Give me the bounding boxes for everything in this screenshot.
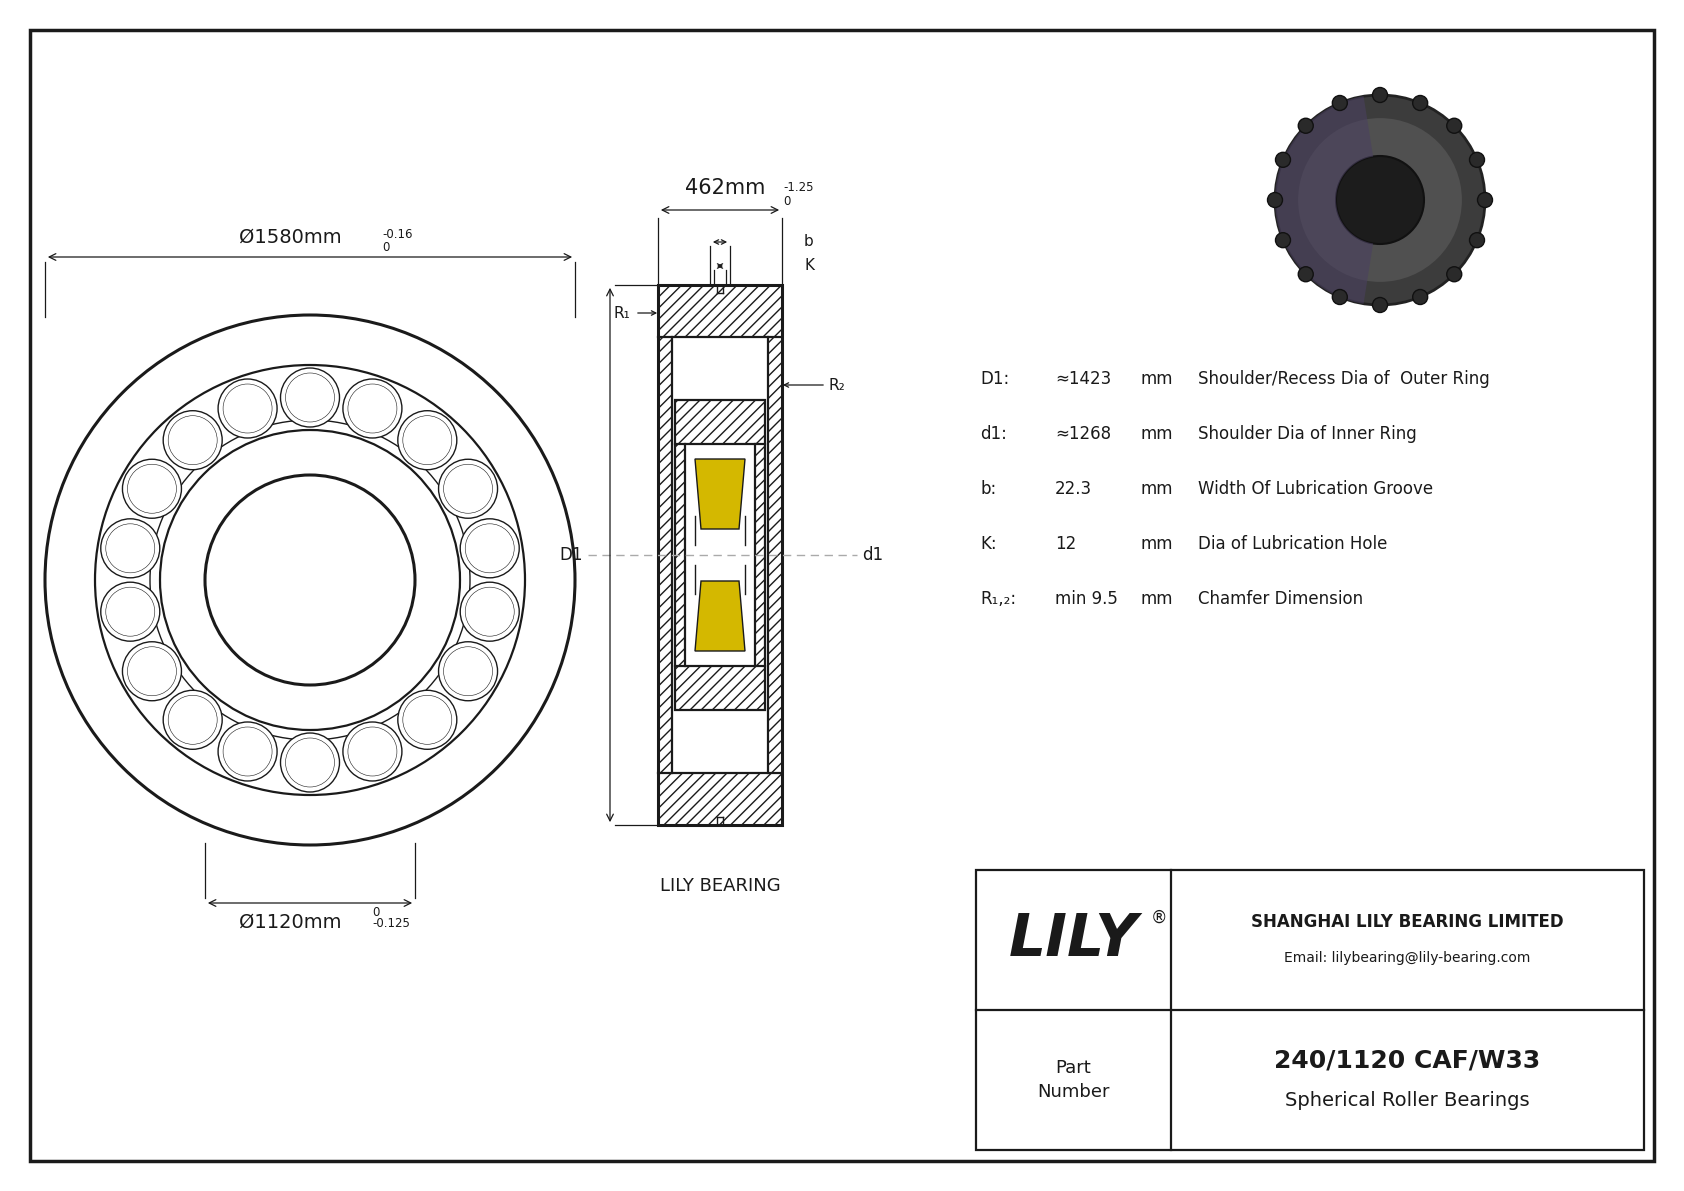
Text: d1: d1 (862, 545, 882, 565)
Circle shape (1298, 118, 1462, 282)
Circle shape (123, 642, 182, 700)
Text: LILY: LILY (1009, 911, 1138, 968)
Bar (685, 444, 754, 666)
Text: mm: mm (1140, 535, 1172, 553)
Text: 0: 0 (382, 241, 389, 254)
Bar (658, 285, 781, 337)
Polygon shape (1275, 96, 1372, 304)
Circle shape (1275, 95, 1485, 305)
Text: K: K (803, 258, 813, 274)
Text: ≈1268: ≈1268 (1054, 425, 1111, 443)
Text: -1.25: -1.25 (783, 181, 813, 194)
Circle shape (1413, 95, 1428, 111)
Bar (675, 666, 765, 710)
Text: LILY BEARING: LILY BEARING (660, 877, 780, 894)
Circle shape (344, 379, 402, 438)
Circle shape (281, 732, 340, 792)
Text: Part
Number: Part Number (1037, 1059, 1110, 1100)
Text: Chamfer Dimension: Chamfer Dimension (1197, 590, 1362, 607)
Text: mm: mm (1140, 590, 1172, 607)
Text: D1: D1 (559, 545, 583, 565)
Text: K:: K: (980, 535, 997, 553)
Circle shape (1332, 95, 1347, 111)
Text: Dia of Lubrication Hole: Dia of Lubrication Hole (1197, 535, 1388, 553)
Circle shape (460, 519, 519, 578)
Text: 22.3: 22.3 (1054, 480, 1093, 498)
Text: Shoulder/Recess Dia of  Outer Ring: Shoulder/Recess Dia of Outer Ring (1197, 370, 1490, 388)
Text: 0: 0 (372, 906, 379, 919)
Circle shape (1268, 193, 1283, 207)
Text: b: b (803, 235, 813, 249)
Circle shape (163, 411, 222, 469)
Circle shape (460, 582, 519, 641)
Text: R₁: R₁ (613, 306, 630, 320)
Circle shape (123, 460, 182, 518)
Circle shape (1447, 118, 1462, 133)
Circle shape (1298, 118, 1314, 133)
Circle shape (438, 642, 497, 700)
Text: SHANGHAI LILY BEARING LIMITED: SHANGHAI LILY BEARING LIMITED (1251, 913, 1564, 931)
Text: R₂: R₂ (829, 378, 845, 393)
Bar (768, 337, 781, 773)
Circle shape (438, 460, 497, 518)
Circle shape (1335, 156, 1425, 244)
Text: Spherical Roller Bearings: Spherical Roller Bearings (1285, 1091, 1529, 1110)
Circle shape (1447, 267, 1462, 282)
Bar (675, 400, 765, 710)
Text: Ø1580mm: Ø1580mm (239, 227, 342, 247)
Circle shape (101, 582, 160, 641)
Circle shape (1470, 232, 1485, 248)
Circle shape (1275, 152, 1290, 167)
Circle shape (101, 519, 160, 578)
Circle shape (219, 722, 278, 781)
Circle shape (1470, 152, 1485, 167)
Bar (675, 444, 685, 666)
Text: Ø1120mm: Ø1120mm (239, 913, 342, 933)
Circle shape (281, 368, 340, 428)
Text: mm: mm (1140, 425, 1172, 443)
Text: Shoulder Dia of Inner Ring: Shoulder Dia of Inner Ring (1197, 425, 1416, 443)
Bar (658, 337, 672, 773)
Polygon shape (695, 459, 744, 529)
Text: -0.16: -0.16 (382, 227, 413, 241)
Text: 12: 12 (1054, 535, 1076, 553)
Text: R₁,₂:: R₁,₂: (980, 590, 1015, 607)
Circle shape (1298, 267, 1314, 282)
Circle shape (1372, 298, 1388, 312)
Bar (658, 773, 781, 825)
Text: mm: mm (1140, 480, 1172, 498)
Text: 240/1120 CAF/W33: 240/1120 CAF/W33 (1275, 1048, 1541, 1072)
Bar (754, 444, 765, 666)
Text: b:: b: (980, 480, 997, 498)
Text: ≈1423: ≈1423 (1054, 370, 1111, 388)
Circle shape (397, 411, 456, 469)
Circle shape (397, 691, 456, 749)
Circle shape (1477, 193, 1492, 207)
Circle shape (163, 691, 222, 749)
Text: Width Of Lubrication Groove: Width Of Lubrication Groove (1197, 480, 1433, 498)
Bar (675, 400, 765, 444)
Text: 0: 0 (783, 195, 790, 208)
Polygon shape (695, 581, 744, 651)
Circle shape (1372, 87, 1388, 102)
Bar (672, 337, 768, 773)
Text: D1:: D1: (980, 370, 1009, 388)
Circle shape (344, 722, 402, 781)
Text: Email: lilybearing@lily-bearing.com: Email: lilybearing@lily-bearing.com (1285, 950, 1531, 965)
Text: min 9.5: min 9.5 (1054, 590, 1118, 607)
Text: mm: mm (1140, 370, 1172, 388)
Text: 462mm: 462mm (685, 177, 765, 198)
Circle shape (45, 314, 574, 844)
Bar (658, 285, 781, 825)
Text: -0.125: -0.125 (372, 917, 409, 930)
Circle shape (1275, 232, 1290, 248)
Text: ®: ® (1150, 909, 1167, 927)
Circle shape (1413, 289, 1428, 305)
Circle shape (219, 379, 278, 438)
Text: d1:: d1: (980, 425, 1007, 443)
Circle shape (1332, 289, 1347, 305)
Bar (977, 869, 1644, 1151)
